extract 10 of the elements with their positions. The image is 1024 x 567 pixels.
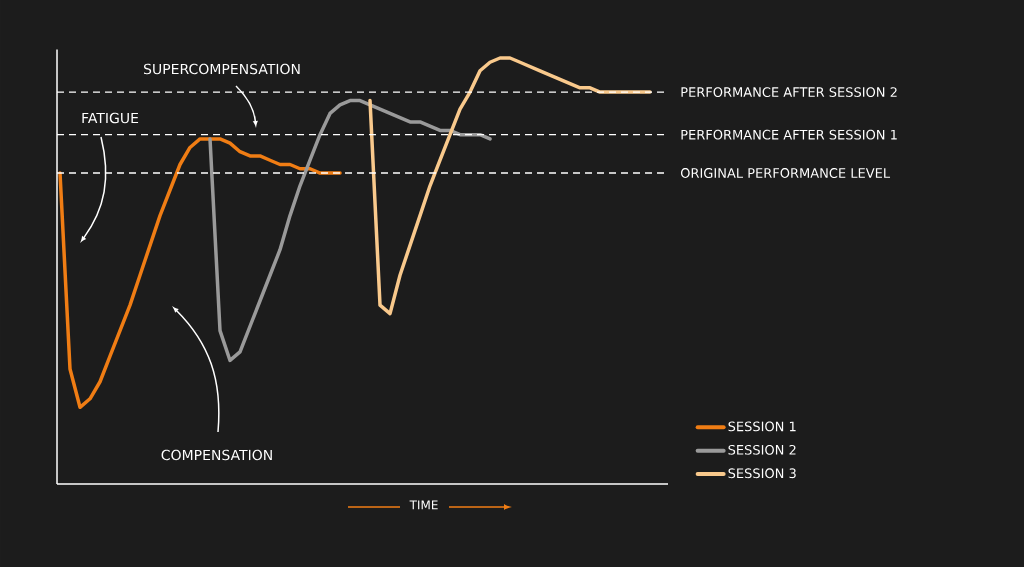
- annotation: SUPERCOMPENSATION: [143, 63, 300, 75]
- ref-line-label: ORIGINAL PERFORMANCE LEVEL: [680, 168, 891, 178]
- annotation: FATIGUE: [82, 112, 139, 124]
- legend-label: SESSION 1: [728, 421, 796, 432]
- ref-line-label: PERFORMANCE AFTER SESSION 1: [681, 129, 897, 140]
- text: TIME: [409, 500, 438, 510]
- legend-label: SESSION 2: [728, 444, 796, 455]
- ref-line-label: PERFORMANCE AFTER SESSION 2: [681, 87, 897, 97]
- legend-label: SESSION 3: [728, 468, 796, 479]
- annotation: COMPENSATION: [161, 449, 272, 461]
